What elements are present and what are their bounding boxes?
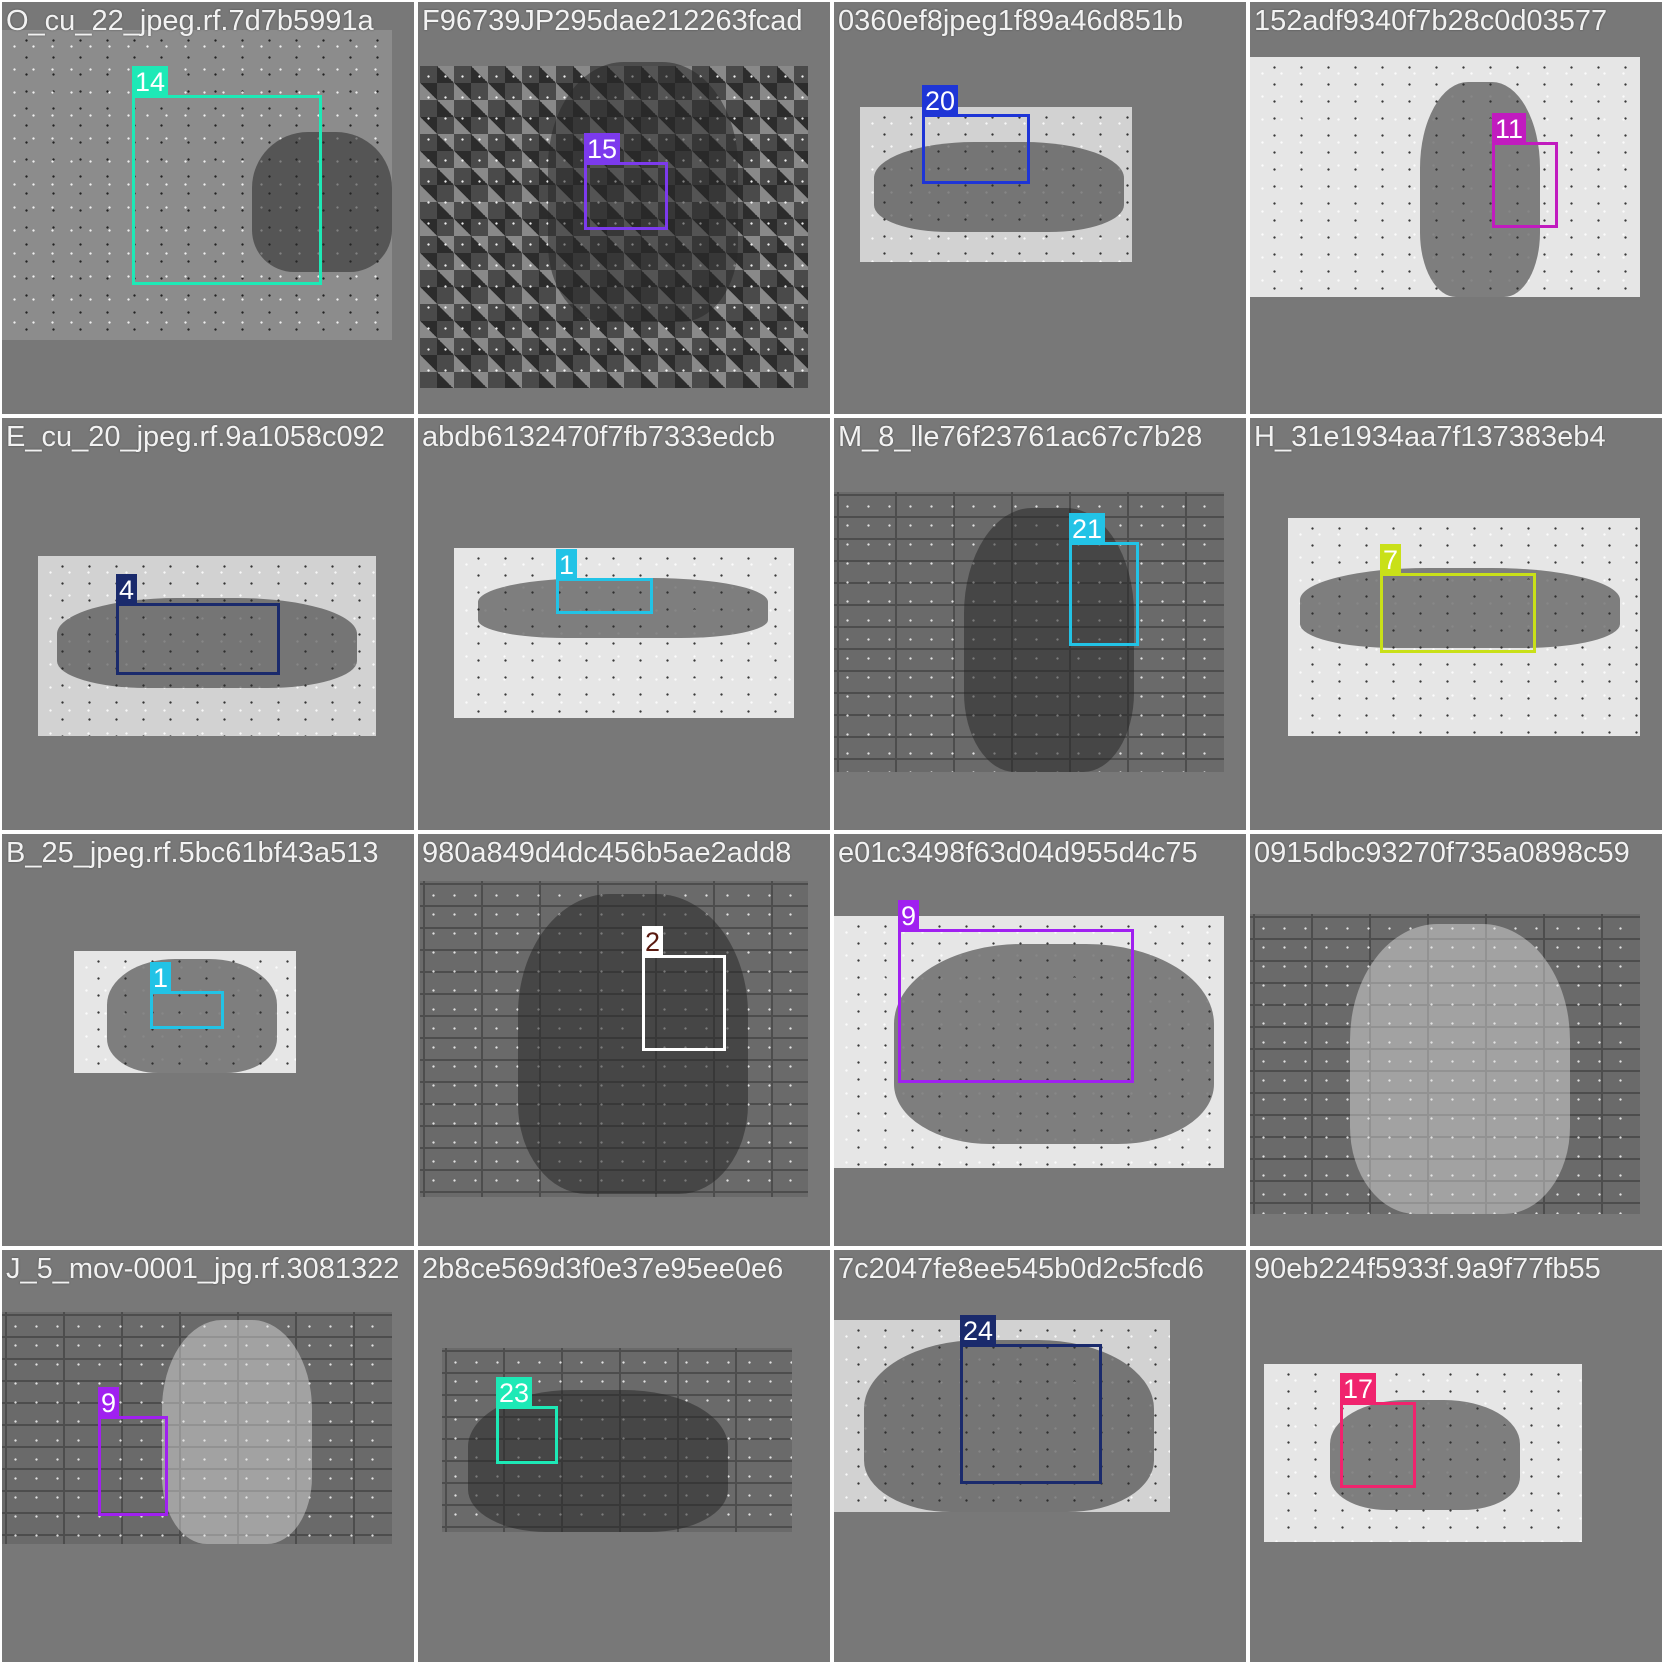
image-filename-label: M_8_lle76f23761ac67c7b28 (838, 421, 1203, 453)
grid-tile: abdb6132470f7fb7333edcb 1 (416, 416, 832, 832)
bounding-box-class-label: 4 (116, 574, 138, 606)
bounding-box-class-label: 17 (1340, 1373, 1377, 1405)
photo-subject (1350, 924, 1570, 1214)
grid-tile: 980a849d4dc456b5ae2add8 2 (416, 832, 832, 1248)
grid-tile: 0360ef8jpeg1f89a46d851b 20 (832, 0, 1248, 416)
image-filename-label: 90eb224f5933f.9a9f77fb55 (1254, 1253, 1601, 1285)
image-filename-label: E_cu_20_jpeg.rf.9a1058c092 (6, 421, 385, 453)
bounding-box-class-label: 9 (898, 900, 920, 932)
image-filename-label: abdb6132470f7fb7333edcb (422, 421, 776, 453)
image-filename-label: H_31e1934aa7f137383eb4 (1254, 421, 1606, 453)
photo-subject (548, 62, 738, 322)
bounding-box-class-label: 23 (496, 1377, 533, 1409)
photo-subject (1300, 568, 1620, 648)
grid-tile: 7c2047fe8ee545b0d2c5fcd6 24 (832, 1248, 1248, 1664)
image-filename-label: B_25_jpeg.rf.5bc61bf43a513 (6, 837, 379, 869)
sample-photo (1264, 1364, 1582, 1542)
bounding-box: 21 (1069, 513, 1139, 646)
grid-tile: 2b8ce569d3f0e37e95ee0e6 23 (416, 1248, 832, 1664)
bounding-box: 14 (132, 66, 322, 285)
image-filename-label: 0360ef8jpeg1f89a46d851b (838, 5, 1184, 37)
bounding-box-class-label: 15 (584, 133, 621, 165)
bounding-box-class-label: 20 (922, 85, 959, 117)
grid-tile: 90eb224f5933f.9a9f77fb55 17 (1248, 1248, 1664, 1664)
grid-tile: e01c3498f63d04d955d4c75 9 (832, 832, 1248, 1248)
grid-tile: O_cu_22_jpeg.rf.7d7b5991a 14 (0, 0, 416, 416)
bounding-box: 23 (496, 1377, 558, 1464)
bounding-box-class-label: 21 (1069, 513, 1106, 545)
photo-subject (252, 132, 392, 272)
grid-tile: J_5_mov-0001_jpg.rf.3081322 9 (0, 1248, 416, 1664)
photo-subject (162, 1320, 312, 1544)
bounding-box: 1 (150, 962, 224, 1029)
sample-photo (2, 1312, 392, 1544)
image-filename-label: e01c3498f63d04d955d4c75 (838, 837, 1198, 869)
grid-tile: H_31e1934aa7f137383eb4 7 (1248, 416, 1664, 832)
photo-subject (518, 894, 748, 1194)
photo-subject (894, 944, 1214, 1144)
bounding-box-class-label: 1 (150, 962, 172, 994)
bounding-box-class-label: 1 (556, 549, 578, 581)
image-filename-label: 980a849d4dc456b5ae2add8 (422, 837, 792, 869)
bounding-box: 7 (1380, 544, 1536, 653)
bounding-box-class-label: 11 (1492, 113, 1527, 145)
grid-tile: B_25_jpeg.rf.5bc61bf43a513 1 (0, 832, 416, 1248)
image-filename-label: 0915dbc93270f735a0898c59 (1254, 837, 1630, 869)
bounding-box-class-label: 24 (960, 1315, 997, 1347)
bounding-box-class-label: 14 (132, 66, 169, 98)
bounding-box: 24 (960, 1315, 1102, 1484)
grid-tile: 152adf9340f7b28c0d03577 11 (1248, 0, 1664, 416)
bounding-box-class-label: 9 (98, 1387, 120, 1419)
bounding-box: 1 (556, 549, 653, 614)
photo-subject (874, 142, 1124, 232)
grid-tile: F96739JP295dae212263fcad 15 (416, 0, 832, 416)
grid-tile: 0915dbc93270f735a0898c59 (1248, 832, 1664, 1248)
image-filename-label: 152adf9340f7b28c0d03577 (1254, 5, 1608, 37)
grid-tile: M_8_lle76f23761ac67c7b28 21 (832, 416, 1248, 832)
photo-subject (478, 578, 768, 638)
bounding-box: 2 (642, 926, 726, 1051)
image-filename-label: F96739JP295dae212263fcad (422, 5, 803, 37)
photo-subject (964, 508, 1134, 772)
image-filename-label: O_cu_22_jpeg.rf.7d7b5991a (6, 5, 374, 37)
bounding-box: 20 (922, 85, 1030, 184)
image-filename-label: J_5_mov-0001_jpg.rf.3081322 (6, 1253, 400, 1285)
bounding-box: 9 (898, 900, 1134, 1083)
bounding-box: 4 (116, 574, 280, 675)
grid-tile: E_cu_20_jpeg.rf.9a1058c092 4 (0, 416, 416, 832)
bounding-box-class-label: 7 (1380, 544, 1402, 576)
photo-subject (107, 959, 277, 1073)
bounding-box: 11 (1492, 113, 1558, 228)
image-filename-label: 2b8ce569d3f0e37e95ee0e6 (422, 1253, 784, 1285)
bounding-box: 17 (1340, 1373, 1416, 1488)
bounding-box: 9 (98, 1387, 168, 1516)
image-filename-label: 7c2047fe8ee545b0d2c5fcd6 (838, 1253, 1205, 1285)
bounding-box: 15 (584, 133, 668, 230)
photo-subject (1330, 1400, 1520, 1510)
bounding-box-class-label: 2 (642, 926, 664, 958)
sample-photo (1250, 914, 1640, 1214)
